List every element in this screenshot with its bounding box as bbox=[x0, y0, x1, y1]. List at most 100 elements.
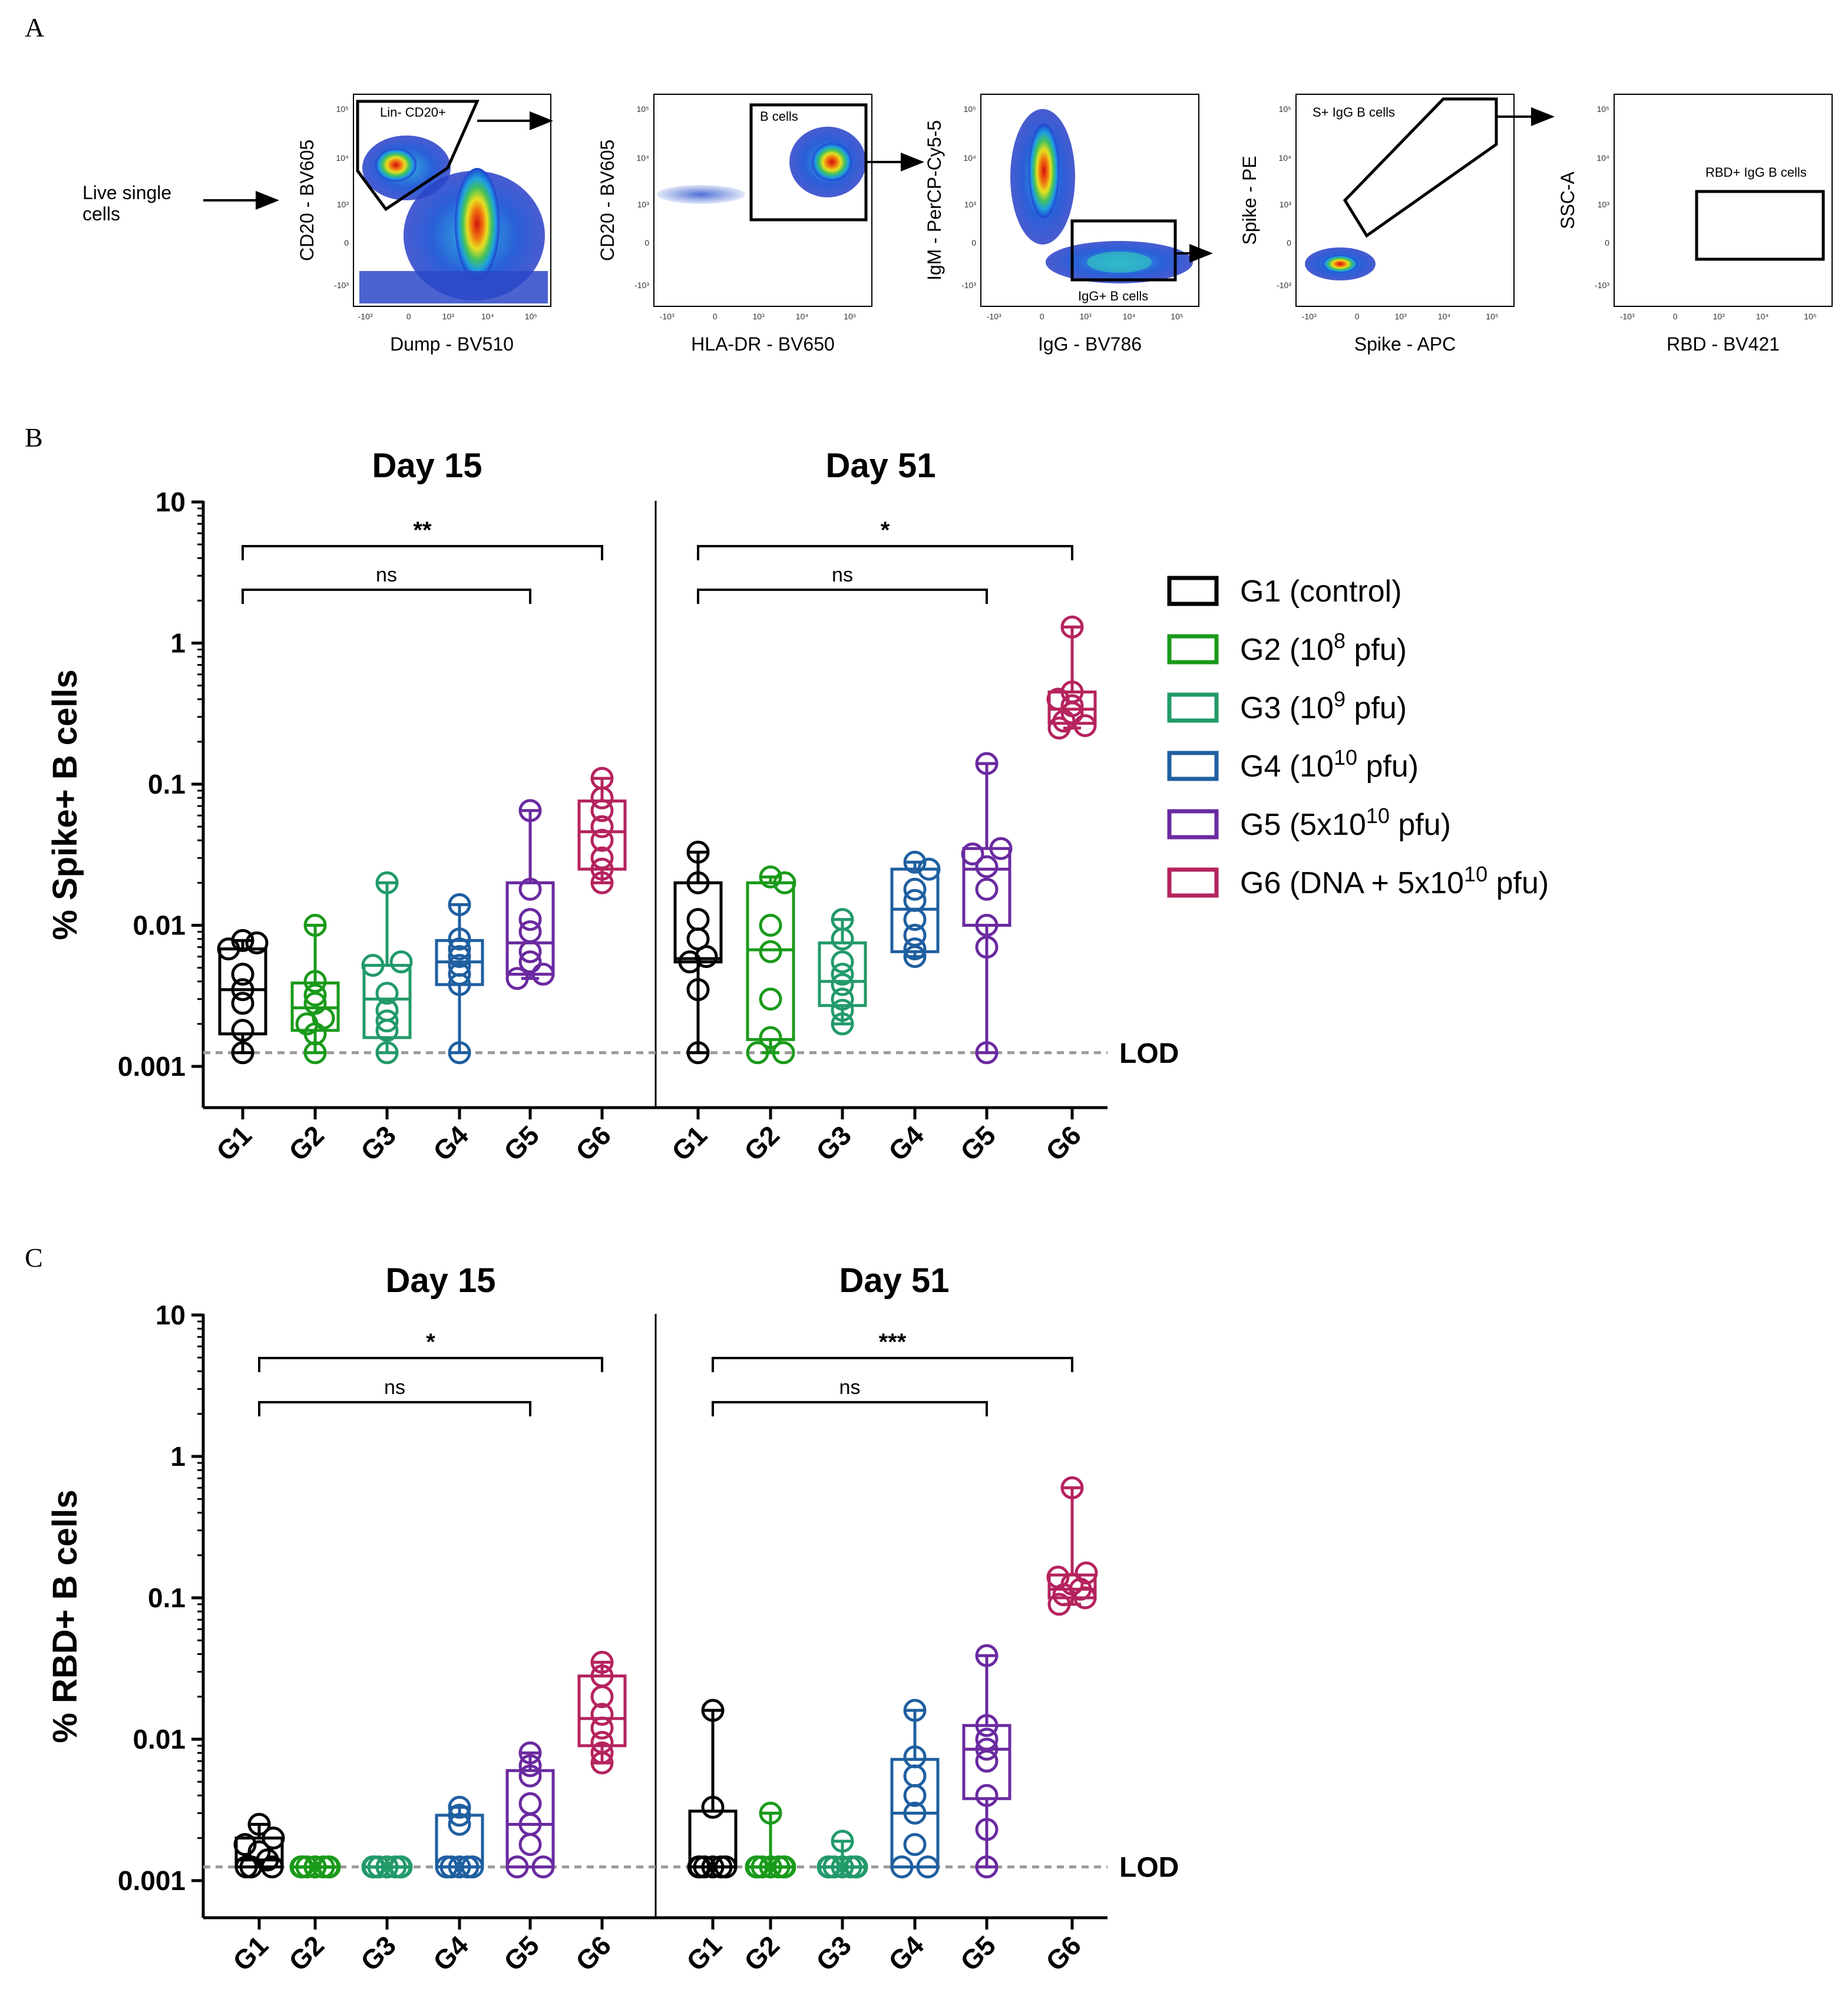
significance-bracket bbox=[242, 545, 603, 560]
box-plot-g5 bbox=[961, 752, 1013, 1065]
significance-label: ns bbox=[839, 1376, 861, 1399]
x-tick-label: G4 bbox=[427, 1930, 474, 1977]
legend-swatch bbox=[1167, 751, 1219, 781]
data-point bbox=[505, 1855, 529, 1879]
flow-y-tick-label: 0 bbox=[644, 238, 649, 247]
flow-y-tick-label: 10⁵ bbox=[336, 104, 349, 114]
x-tick-label: G3 bbox=[810, 1930, 857, 1977]
flow-y-tick-label: 10³ bbox=[964, 200, 977, 209]
x-tick-label: G4 bbox=[427, 1119, 474, 1167]
flow-y-tick-label: 10⁵ bbox=[1597, 104, 1609, 114]
facet-title: Day 15 bbox=[372, 447, 482, 485]
data-point bbox=[448, 963, 471, 986]
flow-x-axis-label: RBD - BV421 bbox=[1667, 333, 1780, 355]
data-point bbox=[312, 1855, 335, 1879]
flow-x-tick-label: 0 bbox=[1355, 312, 1360, 321]
data-point bbox=[686, 1041, 710, 1065]
significance-label: ** bbox=[413, 517, 432, 543]
data-point bbox=[231, 1019, 254, 1042]
data-point bbox=[375, 999, 399, 1022]
data-point bbox=[295, 1855, 319, 1879]
y-tick-label: 0.1 bbox=[148, 1582, 186, 1613]
data-point bbox=[975, 752, 999, 775]
box-plot-g5 bbox=[962, 1644, 1011, 1879]
data-point bbox=[590, 828, 614, 852]
population-density bbox=[375, 148, 416, 181]
data-point bbox=[903, 937, 927, 961]
legend-label: G5 (5x1010 pfu) bbox=[1240, 804, 1451, 842]
legend-swatch bbox=[1167, 867, 1219, 898]
box-plot-g5 bbox=[505, 1741, 555, 1879]
data-point bbox=[1073, 714, 1097, 738]
data-point bbox=[303, 1855, 327, 1879]
flow-x-tick-label: 0 bbox=[713, 312, 718, 321]
flow-y-tick-label: 10³ bbox=[1598, 200, 1610, 209]
data-point bbox=[262, 1826, 285, 1850]
data-point bbox=[448, 1796, 471, 1819]
legend-label: G2 (108 pfu) bbox=[1240, 629, 1407, 667]
data-point bbox=[247, 1812, 271, 1836]
flow-input-label-line2: cells bbox=[82, 203, 120, 224]
data-point bbox=[831, 999, 854, 1022]
flow-y-tick-label: -10³ bbox=[634, 280, 649, 290]
data-point bbox=[448, 1041, 471, 1065]
flow-x-axis-label: IgG - BV786 bbox=[1038, 333, 1142, 355]
legend-swatch bbox=[1167, 634, 1219, 665]
box-plot-g2 bbox=[290, 914, 340, 1065]
data-point bbox=[975, 1041, 999, 1065]
box-plot-g1 bbox=[687, 1699, 738, 1879]
flow-x-tick-label: 0 bbox=[1673, 312, 1678, 321]
flow-y-tick-label: 10⁵ bbox=[1279, 104, 1291, 114]
significance-label: ns bbox=[376, 564, 397, 586]
x-tick-label: G1 bbox=[210, 1119, 257, 1167]
x-tick-label: G3 bbox=[355, 1930, 402, 1977]
flow-y-tick-label: 0 bbox=[1605, 238, 1609, 247]
flow-x-tick-label: -10³ bbox=[660, 312, 675, 321]
data-point bbox=[318, 1855, 341, 1879]
data-point bbox=[247, 1840, 271, 1864]
y-tick-label: 10 bbox=[156, 487, 186, 517]
flow-x-tick-label: -10³ bbox=[987, 312, 1001, 321]
panel-label-c: C bbox=[25, 1243, 43, 1273]
flow-plot-frame bbox=[1614, 94, 1833, 307]
data-point bbox=[975, 936, 999, 959]
x-tick-label: G6 bbox=[1040, 1930, 1087, 1977]
data-point bbox=[1060, 615, 1084, 639]
x-tick-label: G1 bbox=[680, 1930, 728, 1977]
data-point bbox=[590, 1741, 614, 1765]
data-point bbox=[448, 937, 471, 961]
data-point bbox=[518, 908, 542, 931]
flow-x-tick-label: -10³ bbox=[1620, 312, 1635, 321]
data-point bbox=[375, 982, 399, 1005]
box-plot-g5 bbox=[505, 799, 555, 990]
data-point bbox=[701, 1855, 725, 1879]
box-plot-g6 bbox=[1046, 1476, 1098, 1616]
data-point bbox=[590, 799, 614, 822]
flow-x-tick-label: 10³ bbox=[442, 312, 455, 321]
flow-x-tick-label: 10³ bbox=[1713, 312, 1725, 321]
data-point bbox=[831, 950, 854, 974]
data-point bbox=[448, 927, 471, 951]
population-density bbox=[812, 143, 852, 181]
significance-bracket bbox=[242, 589, 531, 604]
data-point bbox=[389, 950, 413, 974]
data-point bbox=[759, 987, 782, 1011]
data-point bbox=[767, 1855, 791, 1879]
data-point bbox=[245, 931, 269, 954]
y-tick-label: 0.1 bbox=[148, 769, 186, 799]
flow-x-tick-label: -10³ bbox=[1302, 312, 1317, 321]
data-point bbox=[303, 970, 327, 993]
lod-label: LOD bbox=[1119, 1852, 1179, 1884]
flow-x-axis-label: Spike - APC bbox=[1354, 333, 1456, 355]
flow-y-axis-label: Spike - PE bbox=[1239, 156, 1260, 245]
data-point bbox=[975, 1644, 999, 1667]
data-point bbox=[917, 857, 941, 881]
y-tick-label: 1 bbox=[170, 1441, 186, 1472]
data-point bbox=[375, 1855, 399, 1879]
box-plot-g1 bbox=[233, 1812, 285, 1879]
gate-label: S+ IgG B cells bbox=[1313, 105, 1395, 120]
significance-bracket bbox=[712, 1401, 988, 1416]
data-point bbox=[1075, 1561, 1098, 1585]
data-point bbox=[303, 914, 327, 937]
y-tick-label: 10 bbox=[156, 1300, 186, 1330]
